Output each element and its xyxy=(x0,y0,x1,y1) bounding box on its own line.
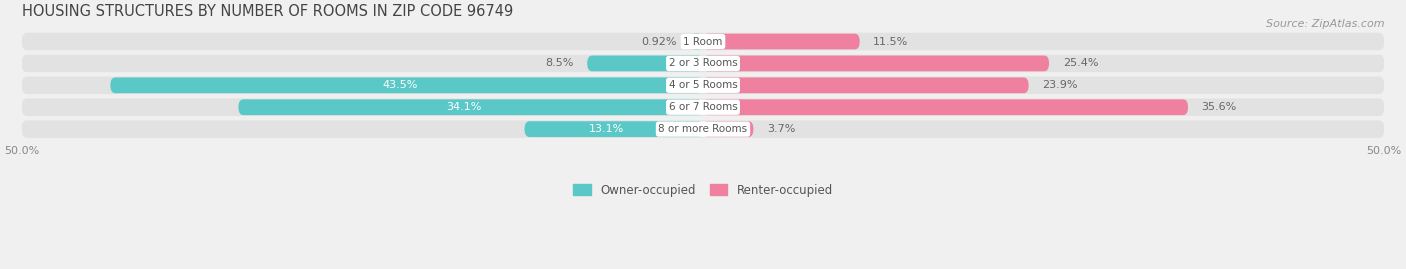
Text: HOUSING STRUCTURES BY NUMBER OF ROOMS IN ZIP CODE 96749: HOUSING STRUCTURES BY NUMBER OF ROOMS IN… xyxy=(21,4,513,19)
FancyBboxPatch shape xyxy=(239,99,703,115)
FancyBboxPatch shape xyxy=(703,34,859,49)
FancyBboxPatch shape xyxy=(703,77,1029,93)
FancyBboxPatch shape xyxy=(21,98,1385,116)
FancyBboxPatch shape xyxy=(703,55,1049,71)
Text: 13.1%: 13.1% xyxy=(589,124,624,134)
Text: Source: ZipAtlas.com: Source: ZipAtlas.com xyxy=(1267,19,1385,29)
Text: 8.5%: 8.5% xyxy=(546,58,574,68)
Text: 25.4%: 25.4% xyxy=(1063,58,1098,68)
Text: 34.1%: 34.1% xyxy=(446,102,482,112)
Text: 4 or 5 Rooms: 4 or 5 Rooms xyxy=(669,80,737,90)
Text: 8 or more Rooms: 8 or more Rooms xyxy=(658,124,748,134)
FancyBboxPatch shape xyxy=(524,121,703,137)
FancyBboxPatch shape xyxy=(21,33,1385,50)
Text: 3.7%: 3.7% xyxy=(768,124,796,134)
Text: 0.92%: 0.92% xyxy=(641,37,676,47)
FancyBboxPatch shape xyxy=(110,77,703,93)
FancyBboxPatch shape xyxy=(703,121,754,137)
Text: 6 or 7 Rooms: 6 or 7 Rooms xyxy=(669,102,737,112)
FancyBboxPatch shape xyxy=(588,55,703,71)
FancyBboxPatch shape xyxy=(21,55,1385,72)
Text: 1 Room: 1 Room xyxy=(683,37,723,47)
Text: 23.9%: 23.9% xyxy=(1042,80,1078,90)
Text: 11.5%: 11.5% xyxy=(873,37,908,47)
FancyBboxPatch shape xyxy=(21,120,1385,138)
Text: 2 or 3 Rooms: 2 or 3 Rooms xyxy=(669,58,737,68)
FancyBboxPatch shape xyxy=(703,99,1188,115)
Text: 43.5%: 43.5% xyxy=(382,80,418,90)
Text: 35.6%: 35.6% xyxy=(1202,102,1237,112)
Legend: Owner-occupied, Renter-occupied: Owner-occupied, Renter-occupied xyxy=(568,179,838,201)
FancyBboxPatch shape xyxy=(690,34,703,49)
FancyBboxPatch shape xyxy=(21,77,1385,94)
